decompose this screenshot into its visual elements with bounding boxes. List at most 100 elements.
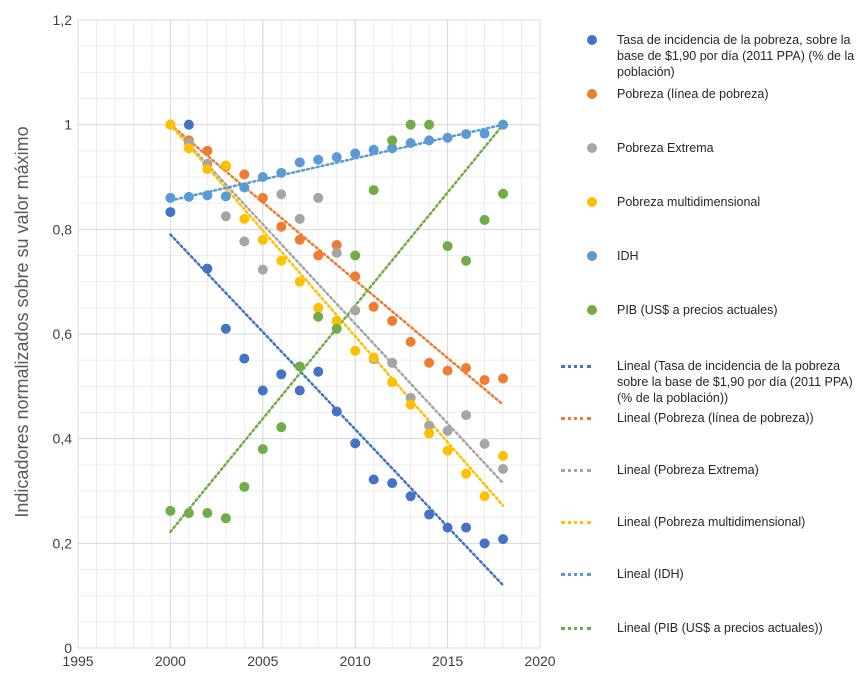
point-series-0 bbox=[276, 369, 287, 380]
point-series-3 bbox=[165, 119, 176, 130]
point-series-2 bbox=[424, 420, 435, 431]
point-series-1 bbox=[313, 250, 324, 261]
point-series-5 bbox=[313, 311, 324, 322]
point-series-5 bbox=[294, 361, 305, 372]
point-series-0 bbox=[461, 522, 472, 533]
point-series-1 bbox=[294, 234, 305, 245]
point-series-5 bbox=[442, 241, 453, 252]
point-series-5 bbox=[183, 507, 194, 518]
point-series-2 bbox=[442, 425, 453, 436]
point-series-3 bbox=[479, 491, 490, 502]
point-series-3 bbox=[220, 160, 231, 171]
point-series-4 bbox=[350, 148, 361, 159]
point-series-2 bbox=[479, 438, 490, 449]
point-series-3 bbox=[183, 143, 194, 154]
point-series-4 bbox=[424, 135, 435, 146]
legend-marker-line bbox=[561, 573, 591, 576]
point-series-4 bbox=[313, 154, 324, 165]
legend-marker-line bbox=[561, 521, 591, 524]
point-series-0 bbox=[424, 509, 435, 520]
point-series-1 bbox=[257, 192, 268, 203]
data-points bbox=[165, 119, 509, 549]
point-series-4 bbox=[368, 144, 379, 155]
point-series-4 bbox=[239, 182, 250, 193]
legend-label: Pobreza Extrema bbox=[617, 141, 714, 155]
y-tick-label: 0,8 bbox=[53, 221, 73, 237]
x-tick-label: 2020 bbox=[524, 653, 555, 669]
point-series-5 bbox=[276, 422, 287, 433]
point-series-4 bbox=[442, 132, 453, 143]
point-series-5 bbox=[461, 255, 472, 266]
point-series-0 bbox=[257, 385, 268, 396]
legend-label: Lineal (PIB (US$ a precios actuales)) bbox=[617, 621, 823, 635]
y-tick-label: 0,6 bbox=[53, 326, 73, 342]
point-series-5 bbox=[331, 323, 342, 334]
legend-label: Lineal (Pobreza multidimensional) bbox=[617, 515, 806, 529]
point-series-5 bbox=[368, 185, 379, 196]
legend-marker-line bbox=[561, 469, 591, 472]
trendline-2 bbox=[169, 123, 505, 485]
point-series-1 bbox=[350, 271, 361, 282]
point-series-1 bbox=[368, 301, 379, 312]
legend-marker-line bbox=[561, 365, 591, 368]
legend-label: Tasa de incidencia de la pobreza, sobre … bbox=[617, 33, 855, 79]
point-series-2 bbox=[498, 464, 509, 475]
point-series-0 bbox=[331, 406, 342, 417]
point-series-3 bbox=[276, 255, 287, 266]
point-series-5 bbox=[202, 507, 213, 518]
point-series-1 bbox=[387, 315, 398, 326]
legend-marker-dot bbox=[587, 143, 597, 153]
point-series-1 bbox=[498, 373, 509, 384]
point-series-3 bbox=[424, 428, 435, 439]
point-series-4 bbox=[331, 152, 342, 163]
legend-label: IDH bbox=[617, 249, 639, 263]
scatter-chart: 1995 2000 2005 2010 2015 2020 0 0,2 0,4 0,6 0,8 1 1… bbox=[12, 12, 556, 669]
point-series-3 bbox=[498, 450, 509, 461]
point-series-0 bbox=[165, 207, 176, 218]
legend-label: Lineal (Pobreza Extrema) bbox=[617, 463, 759, 477]
point-series-0 bbox=[405, 491, 416, 502]
x-tick-label: 2015 bbox=[432, 653, 463, 669]
point-series-5 bbox=[257, 444, 268, 455]
point-series-4 bbox=[387, 143, 398, 154]
legend-marker-dot bbox=[587, 35, 597, 45]
point-series-0 bbox=[479, 538, 490, 549]
point-series-0 bbox=[313, 366, 324, 377]
y-tick-label: 0 bbox=[64, 640, 72, 656]
point-series-0 bbox=[202, 263, 213, 274]
point-series-2 bbox=[257, 264, 268, 275]
y-tick-label: 0,2 bbox=[53, 535, 73, 551]
point-series-1 bbox=[461, 363, 472, 374]
y-tick-label: 1,2 bbox=[53, 12, 73, 28]
point-series-4 bbox=[294, 157, 305, 168]
point-series-2 bbox=[220, 211, 231, 222]
legend-marker-dot bbox=[587, 89, 597, 99]
point-series-2 bbox=[294, 213, 305, 224]
point-series-4 bbox=[479, 128, 490, 139]
legend-label: Lineal (Pobreza (línea de pobreza)) bbox=[617, 411, 814, 425]
y-tick-label: 0,4 bbox=[53, 431, 73, 447]
point-series-1 bbox=[202, 145, 213, 156]
point-series-4 bbox=[405, 137, 416, 148]
point-series-3 bbox=[350, 345, 361, 356]
point-series-4 bbox=[202, 190, 213, 201]
legend-label: PIB (US$ a precios actuales) bbox=[617, 303, 778, 317]
point-series-2 bbox=[331, 247, 342, 258]
x-tick-label: 2005 bbox=[247, 653, 278, 669]
y-tick-label: 1 bbox=[64, 117, 72, 133]
point-series-2 bbox=[461, 410, 472, 421]
point-series-0 bbox=[368, 474, 379, 485]
legend-label: Lineal (IDH) bbox=[617, 567, 684, 581]
point-series-3 bbox=[331, 315, 342, 326]
point-series-5 bbox=[350, 250, 361, 261]
legend-label: Pobreza multidimensional bbox=[617, 195, 761, 209]
point-series-4 bbox=[220, 191, 231, 202]
x-tick-label: 1995 bbox=[62, 653, 93, 669]
point-series-1 bbox=[424, 357, 435, 368]
legend-marker-line bbox=[561, 417, 591, 420]
point-series-5 bbox=[220, 513, 231, 524]
point-series-4 bbox=[498, 119, 509, 130]
x-tick-label: 2010 bbox=[340, 653, 371, 669]
point-series-0 bbox=[220, 323, 231, 334]
point-series-0 bbox=[183, 119, 194, 130]
